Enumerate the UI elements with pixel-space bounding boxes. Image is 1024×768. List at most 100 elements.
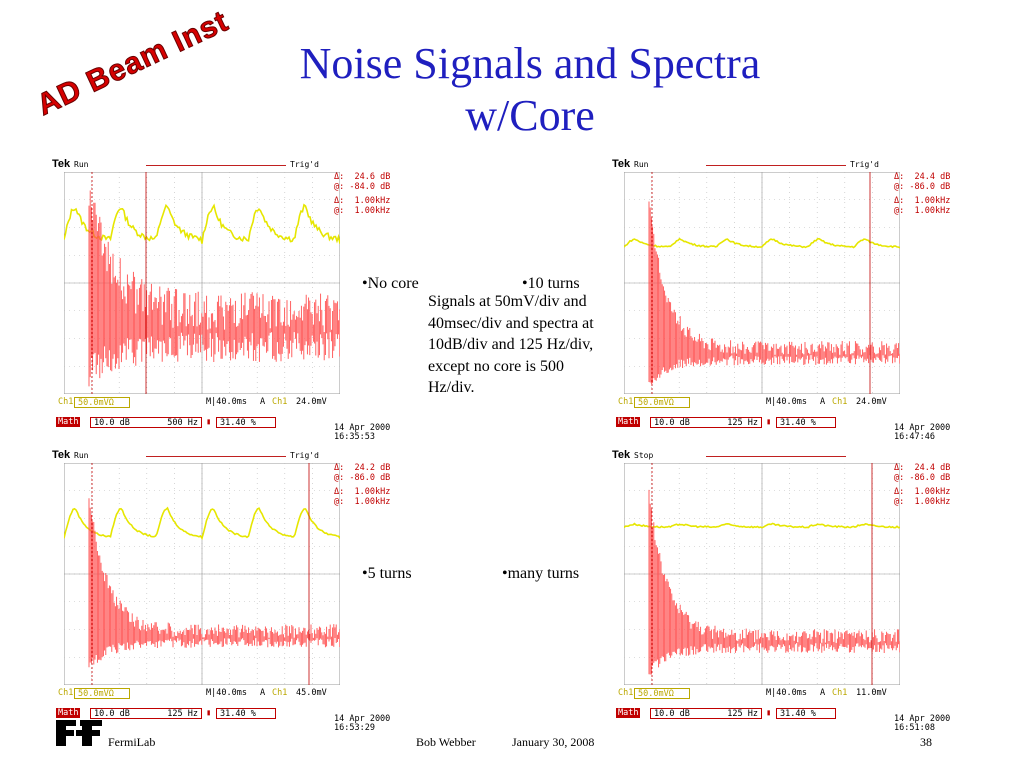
ch1-label: Ch1 <box>618 397 634 407</box>
at-hz-label: @: <box>334 206 355 216</box>
channel-bar: Ch1 50.0mVΩ M|40.0ms A Ch1 24.0mV <box>52 397 340 409</box>
cursor-readout: Δ: 24.6 dB @: -84.0 dB <box>334 172 390 192</box>
freq-readout: Δ: 1.00kHz @: 1.00kHz <box>894 487 950 507</box>
spectrum-trace <box>88 498 340 668</box>
scope-header: Tek Run Trig'd <box>52 158 340 172</box>
math-marker-icon: ▮ <box>766 708 772 718</box>
math-scale: 10.0 dB 125 Hz <box>650 417 762 428</box>
timebase: M|40.0ms <box>206 688 247 698</box>
at-hz-label: @: <box>894 497 915 507</box>
delta-db: 24.6 dB <box>354 172 391 182</box>
timestamp: 14 Apr 2000 16:51:08 <box>894 715 950 733</box>
delta-db: 24.2 dB <box>354 463 391 473</box>
record-bar <box>706 456 846 457</box>
math-hz: 500 Hz <box>167 418 198 428</box>
math-marker-icon: ▮ <box>206 417 212 427</box>
capture-date: 14 Apr 2000 <box>334 423 391 433</box>
scope-state: Run <box>634 160 649 169</box>
scope-no-core: Tek Run Trig'd Δ: 24.6 dB @: -84.0 dB Δ:… <box>52 158 390 446</box>
signal-trace <box>64 506 340 541</box>
trigger-channel: Ch1 <box>272 397 288 407</box>
record-bar <box>146 165 286 166</box>
ch1-scale: 50.0mVΩ <box>74 688 130 699</box>
footer-date: January 30, 2008 <box>512 735 595 749</box>
at-db: -86.0 dB <box>909 182 951 192</box>
math-bar: Math 10.0 dB 125 Hz ▮ 31.40 % <box>612 708 900 720</box>
at-hz-label: @: <box>894 206 915 216</box>
scope-screen <box>624 172 900 394</box>
at-db-label: @: <box>894 182 910 192</box>
ch1-scale: 50.0mVΩ <box>74 397 130 408</box>
footer-page-number: 38 <box>920 735 932 749</box>
math-bar: Math 10.0 dB 125 Hz ▮ 31.40 % <box>52 708 340 720</box>
math-label: Math <box>616 708 641 718</box>
trigger-arrow: A <box>820 688 826 698</box>
description-text: Signals at 50mV/div and 40msec/div and s… <box>428 293 594 396</box>
scope-screen <box>64 172 340 394</box>
at-db-label: @: <box>894 473 910 483</box>
fermilab-logo-icon <box>56 720 102 746</box>
delta-db-label: Δ: <box>334 463 355 473</box>
trigger-channel: Ch1 <box>832 397 848 407</box>
scope-state: Stop <box>634 451 654 460</box>
tek-logo: Tek <box>52 449 71 461</box>
record-bar <box>706 165 846 166</box>
capture-date: 14 Apr 2000 <box>894 423 951 433</box>
scope-many-turns: Tek Stop Δ: 24.4 dB @: -86.0 dB Δ: 1.00k… <box>612 449 950 737</box>
ch1-label: Ch1 <box>58 688 74 698</box>
timebase: M|40.0ms <box>766 688 807 698</box>
freq-readout: Δ: 1.00kHz @: 1.00kHz <box>334 196 390 216</box>
at-hz: 1.00kHz <box>354 206 391 216</box>
channel-bar: Ch1 50.0mVΩ M|40.0ms A Ch1 11.0mV <box>612 688 900 700</box>
at-db: -86.0 dB <box>349 473 391 483</box>
math-hz: 125 Hz <box>727 418 758 428</box>
trigger-channel: Ch1 <box>272 688 288 698</box>
ch1-scale: 50.0mVΩ <box>634 688 690 699</box>
timebase: M|40.0ms <box>206 397 247 407</box>
signal-trace <box>624 237 900 249</box>
label-10-turns: •10 turns <box>522 275 580 292</box>
math-percent: 31.40 % <box>776 708 836 719</box>
capture-time: 16:35:53 <box>334 432 375 442</box>
math-hz: 125 Hz <box>167 709 198 719</box>
signal-trace <box>624 522 900 529</box>
delta-db-label: Δ: <box>894 463 915 473</box>
math-db: 10.0 dB <box>94 418 130 428</box>
delta-db: 24.4 dB <box>914 172 951 182</box>
timestamp: 14 Apr 2000 16:47:46 <box>894 424 950 442</box>
delta-hz-label: Δ: <box>334 196 355 206</box>
delta-hz-label: Δ: <box>894 196 915 206</box>
trigger-status: Trig'd <box>290 160 319 169</box>
math-scale: 10.0 dB 125 Hz <box>90 708 202 719</box>
title-line-1: Noise Signals and Spectra <box>299 39 761 88</box>
timestamp: 14 Apr 2000 16:35:53 <box>334 424 390 442</box>
label-many-turns: •many turns <box>502 565 580 582</box>
at-hz: 1.00kHz <box>354 497 391 507</box>
ad-beam-inst-stamp: AD Beam Inst <box>31 4 234 122</box>
math-percent: 31.40 % <box>776 417 836 428</box>
scope-header: Tek Stop <box>612 449 900 463</box>
delta-hz: 1.00kHz <box>914 487 951 497</box>
math-percent: 31.40 % <box>216 417 276 428</box>
tek-logo: Tek <box>612 158 631 170</box>
label-5-turns: •5 turns <box>362 565 412 582</box>
channel-bar: Ch1 50.0mVΩ M|40.0ms A Ch1 24.0mV <box>612 397 900 409</box>
capture-time: 16:53:29 <box>334 723 375 733</box>
signal-trace <box>64 203 340 244</box>
delta-db: 24.4 dB <box>914 463 951 473</box>
capture-time: 16:51:08 <box>894 723 935 733</box>
delta-hz: 1.00kHz <box>354 487 391 497</box>
trigger-level: 24.0mV <box>856 397 887 407</box>
cursor-readout: Δ: 24.4 dB @: -86.0 dB <box>894 463 950 483</box>
slide-title: Noise Signals and Spectra w/Core <box>230 38 830 142</box>
scope-state: Run <box>74 451 89 460</box>
delta-hz: 1.00kHz <box>914 196 951 206</box>
trigger-arrow: A <box>260 397 266 407</box>
at-hz: 1.00kHz <box>914 497 951 507</box>
at-hz-label: @: <box>334 497 355 507</box>
at-db-label: @: <box>334 182 350 192</box>
spectrum-trace <box>88 190 340 387</box>
at-db-label: @: <box>334 473 350 483</box>
delta-db-label: Δ: <box>334 172 355 182</box>
delta-hz-label: Δ: <box>894 487 915 497</box>
